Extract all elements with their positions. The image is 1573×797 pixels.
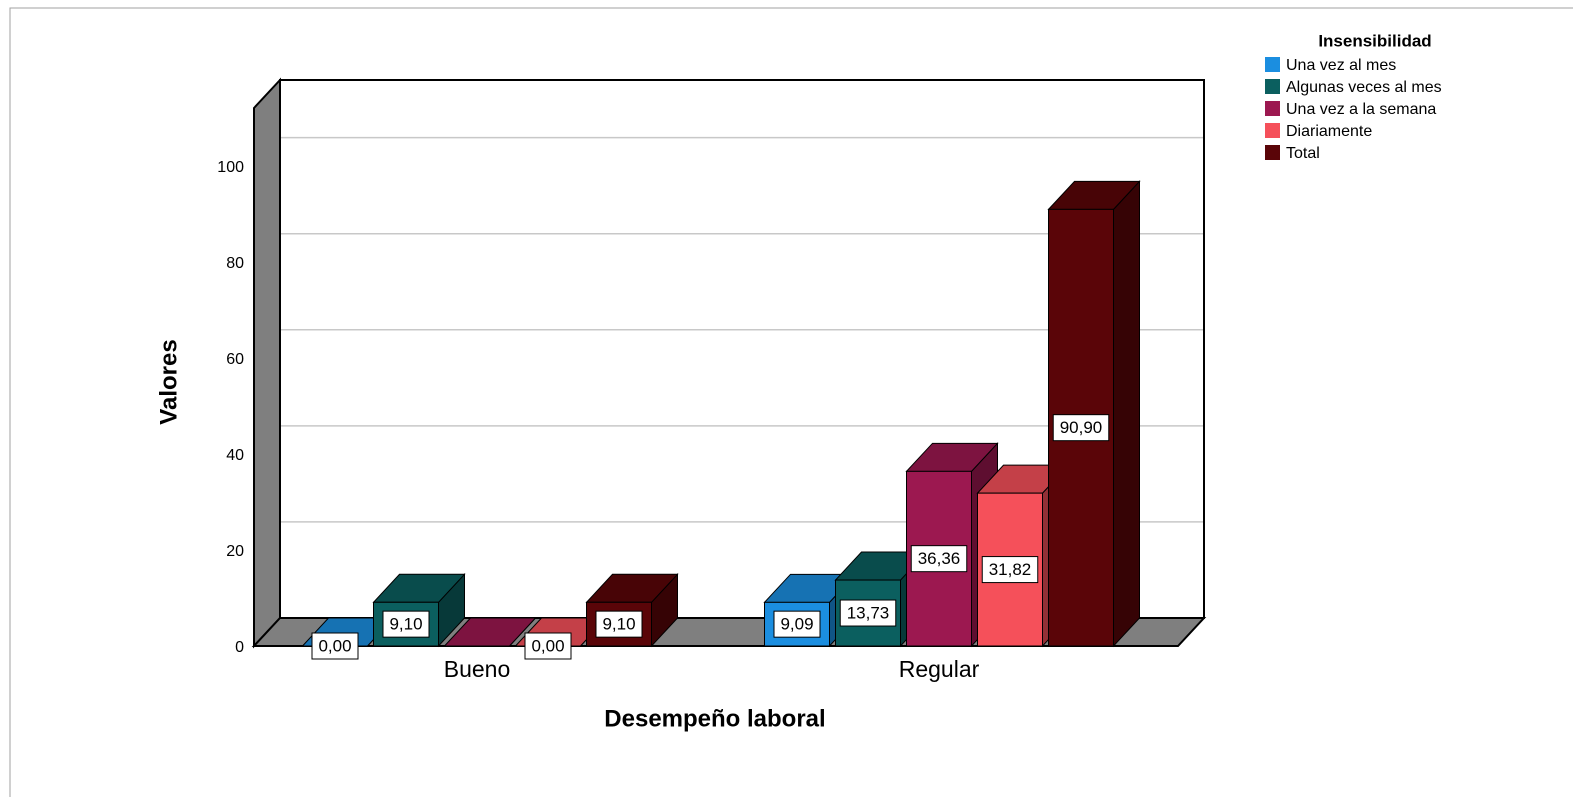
y-tick-label: 100 <box>217 159 244 176</box>
value-label: 9,09 <box>780 615 813 634</box>
legend-title: Insensibilidad <box>1318 31 1431 50</box>
y-tick-label: 40 <box>226 447 244 464</box>
y-tick-label: 80 <box>226 255 244 272</box>
value-label: 13,73 <box>847 604 890 623</box>
left-wall <box>253 77 281 649</box>
bar-top <box>443 617 537 647</box>
value-label-box <box>981 556 1039 584</box>
value-label-box <box>773 610 821 638</box>
legend-label: Total <box>1286 145 1320 162</box>
value-label-box <box>595 610 643 638</box>
legend-label: Una vez al mes <box>1286 57 1396 74</box>
value-label-box <box>524 632 572 660</box>
frame <box>9 7 1573 797</box>
y-tick-label: 0 <box>235 639 244 656</box>
value-label: 36,36 <box>918 549 961 568</box>
y-tick-label: 60 <box>226 351 244 368</box>
legend-swatch <box>1265 123 1280 138</box>
legend-swatch <box>1265 145 1280 160</box>
value-label-box <box>1052 414 1110 442</box>
value-label: 9,10 <box>602 615 635 634</box>
bar-side <box>1113 180 1140 648</box>
value-label-box <box>311 632 359 660</box>
value-label: 9,10 <box>389 615 422 634</box>
value-label: 0,00 <box>318 636 351 655</box>
legend-label: Diariamente <box>1286 123 1372 140</box>
legend-swatch <box>1265 79 1280 94</box>
legend-label: Algunas veces al mes <box>1286 79 1442 96</box>
value-label: 90,90 <box>1060 418 1103 437</box>
value-label-box <box>839 599 897 627</box>
legend-label: Una vez a la semana <box>1286 101 1436 118</box>
value-label: 0,00 <box>531 636 564 655</box>
legend-swatch <box>1265 101 1280 116</box>
value-label-box <box>910 545 968 573</box>
value-label: 31,82 <box>989 560 1032 579</box>
y-axis-title: Valores <box>155 339 182 424</box>
x-axis-title: Desempeño laboral <box>604 705 825 732</box>
legend-swatch <box>1265 57 1280 72</box>
x-tick-label: Regular <box>899 656 980 682</box>
x-tick-label: Bueno <box>444 656 511 682</box>
y-tick-label: 20 <box>226 543 244 560</box>
value-label-box <box>382 610 430 638</box>
